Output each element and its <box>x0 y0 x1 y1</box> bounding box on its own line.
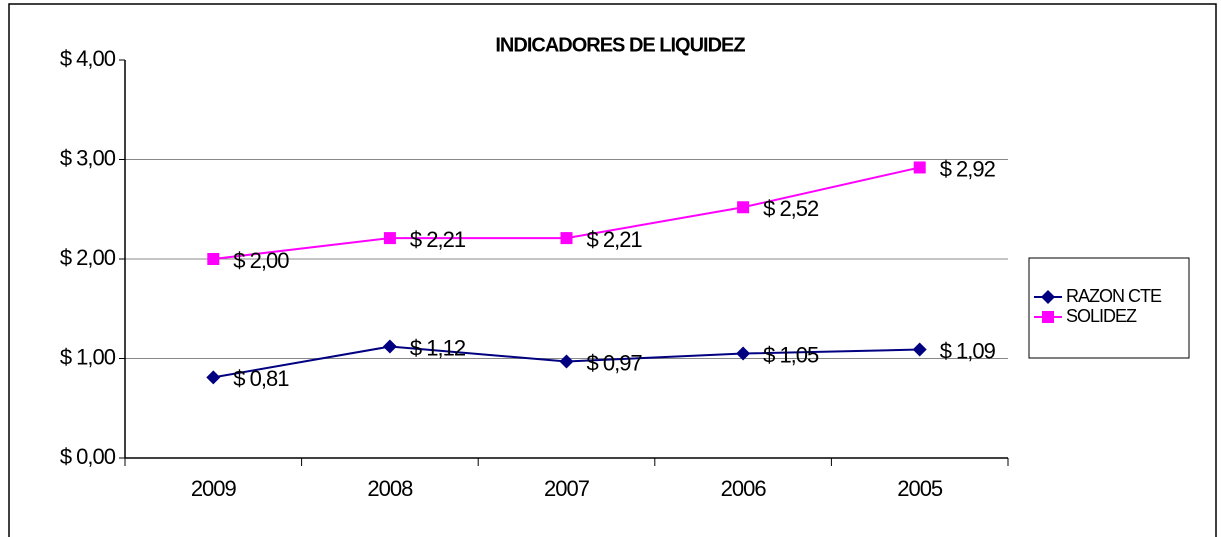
point-marker <box>560 232 573 245</box>
data-label: $ 1,12 <box>410 335 466 360</box>
y-tick-label: $ 4,00 <box>60 46 116 71</box>
point-marker <box>382 339 397 354</box>
y-tick-label: $ 3,00 <box>60 145 116 170</box>
x-tick-label: 2007 <box>544 476 590 501</box>
chart-title: INDICADORES DE LIQUIDEZ <box>495 34 745 56</box>
data-label: $ 2,21 <box>410 227 466 252</box>
x-tick-label: 2008 <box>367 476 413 501</box>
data-label: $ 2,21 <box>587 227 643 252</box>
y-tick-label: $ 1,00 <box>60 344 116 369</box>
data-label: $ 1,05 <box>763 342 819 367</box>
point-marker <box>207 253 220 265</box>
legend <box>1028 257 1190 359</box>
point-marker <box>913 161 926 174</box>
data-label: $ 0,97 <box>587 350 643 375</box>
y-tick-label: $ 0,00 <box>60 444 116 469</box>
x-tick-label: 2005 <box>897 476 943 501</box>
point-marker <box>206 370 221 385</box>
point-marker <box>912 342 927 357</box>
point-marker <box>559 354 574 369</box>
legend-label: RAZON CTE <box>1066 286 1162 306</box>
data-label: $ 0,81 <box>233 366 289 391</box>
x-tick-label: 2006 <box>721 476 767 501</box>
legend-marker <box>1042 311 1054 323</box>
point-marker <box>736 346 751 361</box>
chart-frame <box>8 3 1217 537</box>
x-tick-label: 2009 <box>191 476 237 501</box>
point-marker <box>737 201 750 214</box>
legend-label: SOLIDEZ <box>1066 306 1137 326</box>
legend-marker <box>1041 290 1055 304</box>
data-label: $ 2,92 <box>940 156 996 181</box>
data-label: $ 2,52 <box>763 196 819 221</box>
data-label: $ 2,00 <box>233 248 289 273</box>
y-tick-label: $ 2,00 <box>60 245 116 270</box>
point-marker <box>383 232 396 245</box>
data-label: $ 1,09 <box>940 338 996 363</box>
